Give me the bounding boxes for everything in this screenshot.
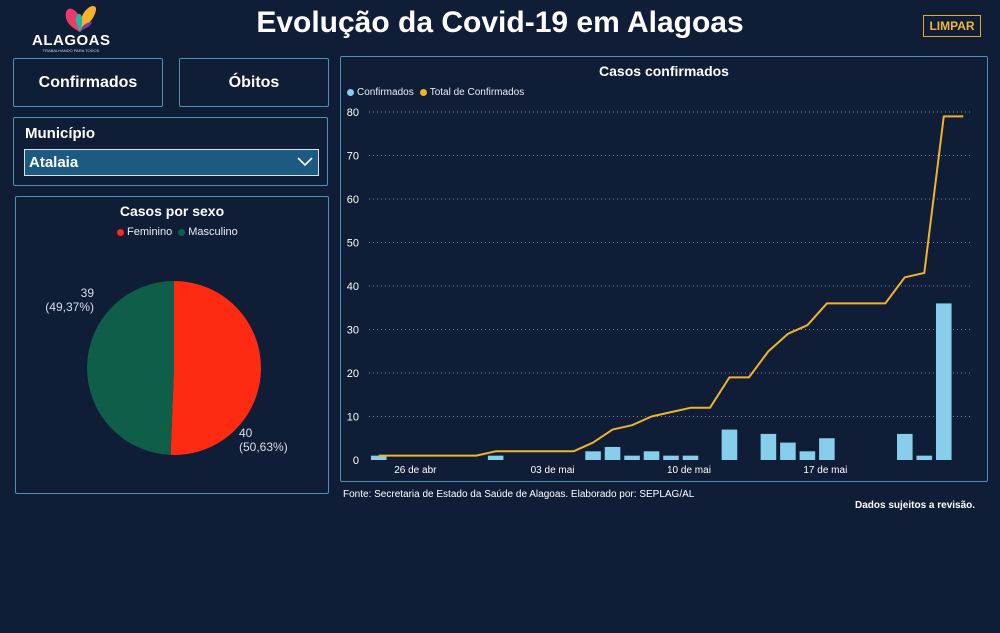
pie-slice-feminino[interactable]	[170, 281, 261, 455]
butterfly-logo-icon	[65, 6, 97, 32]
y-tick-label: 0	[353, 455, 359, 467]
bar-confirmados[interactable]	[721, 429, 738, 460]
dropdown-value: Atalaia	[29, 154, 79, 171]
alagoas-logo: ALAGOAS TRABALHANDO PARA TODOS	[30, 2, 112, 54]
bar-confirmados[interactable]	[760, 433, 777, 460]
sex-chart-panel: Casos por sexo Feminino Masculino 40 (50…	[15, 196, 329, 494]
legend-label-masculino: Masculino	[188, 226, 238, 238]
y-tick-label: 60	[347, 194, 359, 206]
legend-label-feminino: Feminino	[127, 226, 173, 238]
legend-item-total[interactable]: Total de Confirmados	[419, 87, 525, 98]
legend-label-confirmados: Confirmados	[357, 87, 414, 98]
y-tick-label: 70	[347, 151, 359, 163]
clear-button[interactable]: LIMPAR	[923, 15, 981, 37]
confirmados-label: Confirmados	[38, 73, 138, 91]
bar-confirmados[interactable]	[370, 455, 387, 460]
masculino-dot-icon	[178, 228, 186, 236]
x-tick-label: 26 de abr	[394, 465, 437, 476]
confirmados-dot-icon	[347, 89, 354, 96]
cases-chart-panel: Casos confirmados Confirmados Total de C…	[340, 56, 988, 482]
pie-value-masculino: 39	[80, 286, 94, 300]
legend-item-masculino[interactable]: Masculino	[178, 226, 238, 238]
x-tick-label: 03 de mai	[531, 465, 575, 476]
logo-text: ALAGOAS	[32, 32, 111, 49]
cases-chart-legend: Confirmados Total de Confirmados	[347, 87, 530, 98]
bar-confirmados[interactable]	[487, 455, 504, 460]
total-dot-icon	[419, 89, 427, 96]
x-tick-label: 17 de mai	[803, 465, 847, 476]
pie-percent-feminino: (50,63%)	[239, 440, 288, 454]
bar-confirmados[interactable]	[663, 455, 679, 460]
logo-subtext: TRABALHANDO PARA TODOS	[42, 48, 100, 53]
legend-item-confirmados[interactable]: Confirmados	[347, 87, 414, 98]
obitos-button[interactable]: Óbitos	[179, 58, 329, 107]
slicer-label: Município	[25, 125, 95, 142]
municipio-dropdown[interactable]: Atalaia	[24, 149, 319, 176]
bar-confirmados[interactable]	[682, 455, 699, 460]
chevron-down-icon	[297, 157, 313, 167]
bar-confirmados[interactable]	[935, 303, 952, 460]
bar-confirmados[interactable]	[916, 455, 933, 460]
y-tick-label: 10	[347, 412, 359, 424]
x-tick-label: 10 de mai	[667, 465, 711, 476]
revision-note: Dados sujeitos a revisão.	[855, 500, 976, 511]
feminino-dot-icon	[117, 228, 124, 236]
pie-slice-masculino[interactable]	[86, 281, 174, 455]
bar-confirmados[interactable]	[819, 438, 835, 460]
pie-label-feminino: 40 (50,63%)	[239, 426, 288, 454]
bar-confirmados[interactable]	[799, 451, 816, 460]
legend-item-feminino[interactable]: Feminino	[117, 226, 172, 238]
bar-confirmados[interactable]	[624, 455, 640, 460]
bar-confirmados[interactable]	[897, 433, 913, 460]
bar-confirmados[interactable]	[604, 446, 621, 460]
bar-confirmados[interactable]	[780, 442, 796, 460]
line-total-confirmados[interactable]	[378, 115, 964, 457]
bar-confirmados[interactable]	[643, 451, 660, 460]
page-title: Evolução da Covid-19 em Alagoas	[256, 6, 744, 39]
confirmados-button[interactable]: Confirmados	[13, 58, 163, 107]
pie-label-masculino: 39 (49,37%)	[42, 286, 94, 314]
pie-value-feminino: 40	[239, 426, 253, 440]
source-note: Fonte: Secretaria de Estado da Saúde de …	[343, 489, 695, 500]
legend-label-total: Total de Confirmados	[429, 87, 525, 98]
y-tick-label: 80	[347, 107, 359, 119]
pie-percent-masculino: (49,37%)	[45, 300, 94, 314]
obitos-label: Óbitos	[228, 73, 280, 91]
bar-confirmados[interactable]	[585, 451, 601, 460]
y-tick-label: 30	[347, 325, 359, 337]
municipio-slicer: Município Atalaia	[13, 117, 328, 186]
y-tick-label: 50	[347, 238, 359, 250]
y-tick-label: 20	[347, 368, 359, 380]
cases-chart-title: Casos confirmados	[599, 63, 729, 79]
sex-chart-legend: Feminino Masculino	[117, 226, 244, 238]
y-tick-label: 40	[347, 281, 359, 293]
sex-chart-title: Casos por sexo	[119, 203, 225, 219]
cases-combo-chart: 0 10 20 30 40 50 60 70 80 26 de abr 03 de mai 10 de…	[347, 107, 973, 476]
sex-pie-chart	[86, 281, 261, 455]
